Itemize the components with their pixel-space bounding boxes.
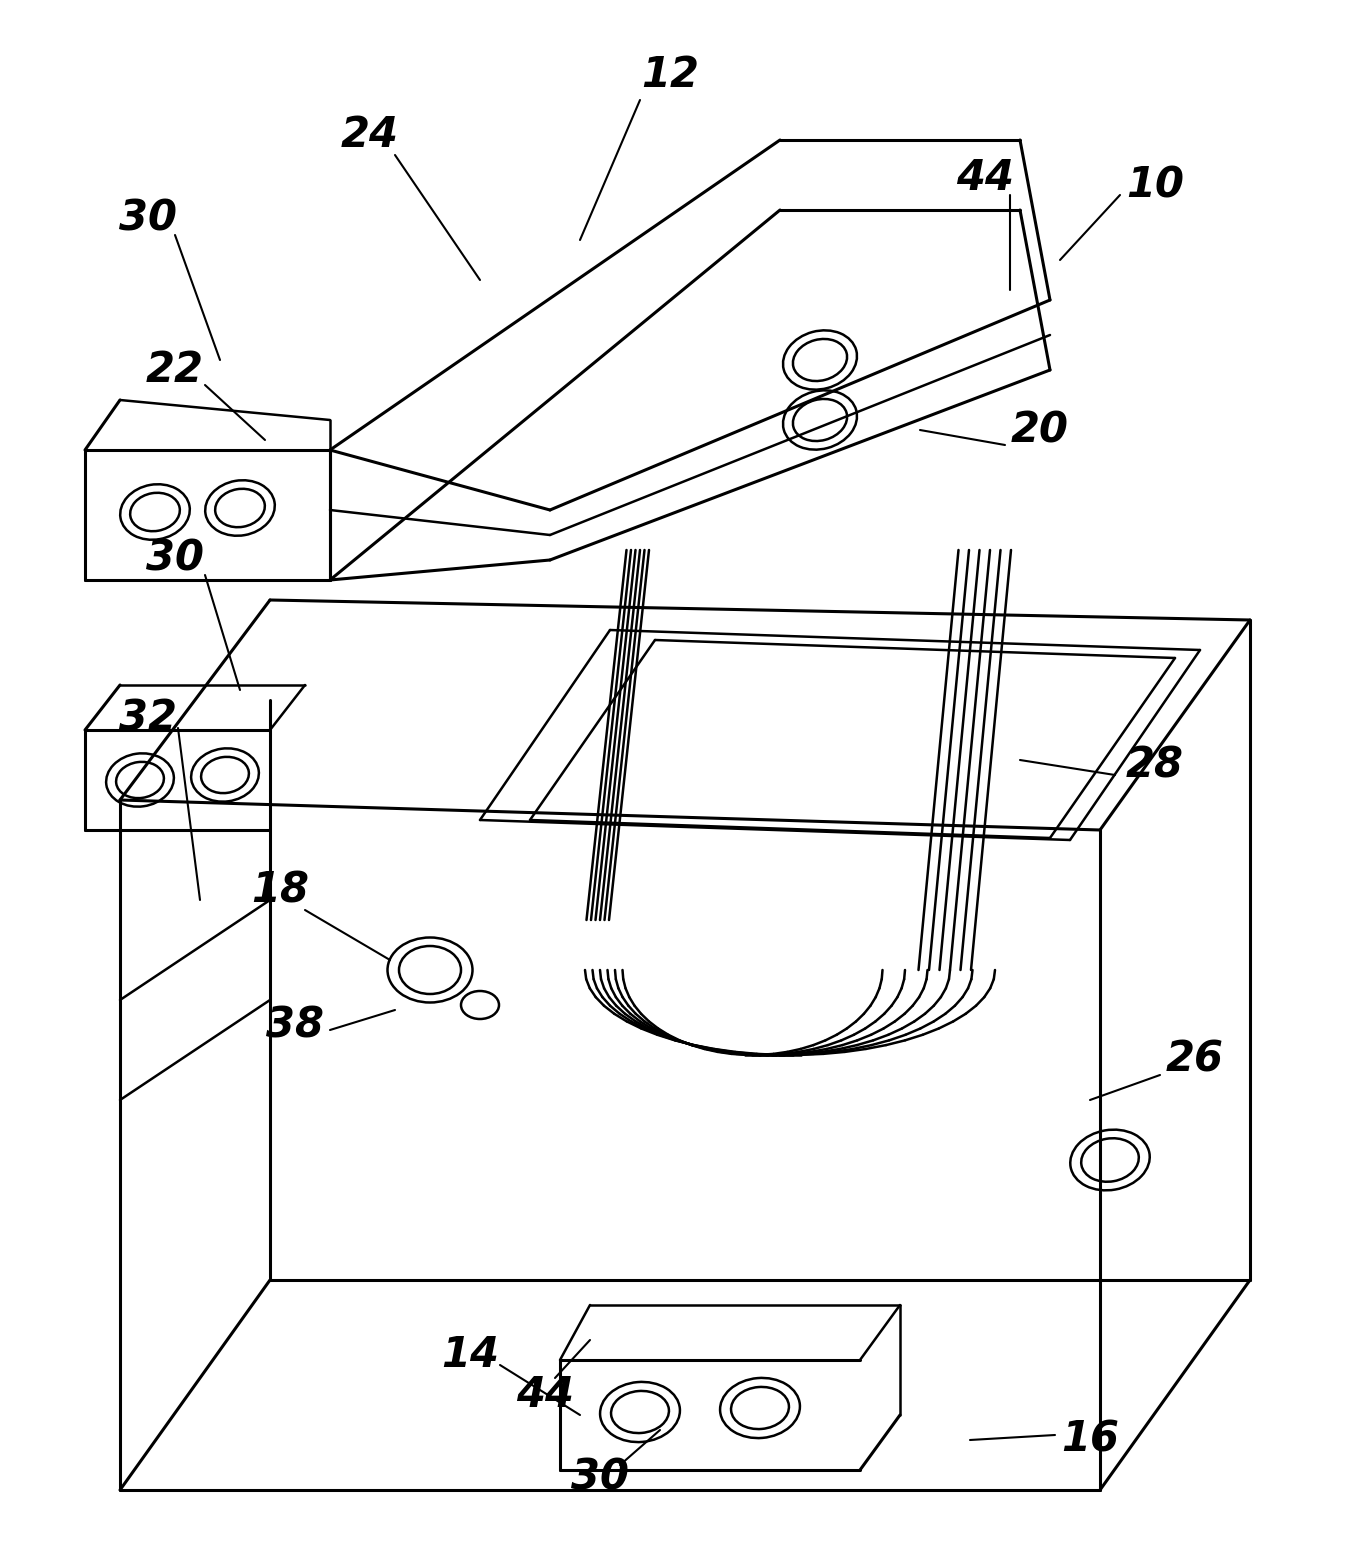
Text: 18: 18 [250,869,309,911]
Text: 14: 14 [440,1334,499,1376]
Ellipse shape [387,938,472,1002]
Ellipse shape [107,754,174,807]
Text: 26: 26 [1166,1039,1224,1081]
Text: 30: 30 [146,538,204,580]
Text: 16: 16 [1062,1419,1119,1461]
Ellipse shape [782,330,856,390]
Text: 44: 44 [956,157,1014,199]
Text: 20: 20 [1011,410,1068,450]
Ellipse shape [601,1382,680,1443]
Ellipse shape [782,391,856,450]
Ellipse shape [461,991,499,1019]
Ellipse shape [192,748,259,802]
Text: 10: 10 [1126,164,1183,206]
Text: 38: 38 [265,1003,324,1045]
Text: 30: 30 [570,1457,629,1499]
Ellipse shape [205,480,275,536]
Text: 44: 44 [516,1374,575,1416]
Ellipse shape [120,485,190,539]
Text: 12: 12 [642,55,699,97]
Ellipse shape [1070,1130,1149,1190]
Text: 30: 30 [119,196,176,238]
Text: 24: 24 [341,114,399,156]
Text: 32: 32 [119,696,176,738]
Text: 22: 22 [146,349,204,391]
Ellipse shape [720,1377,800,1438]
Text: 28: 28 [1126,745,1183,785]
